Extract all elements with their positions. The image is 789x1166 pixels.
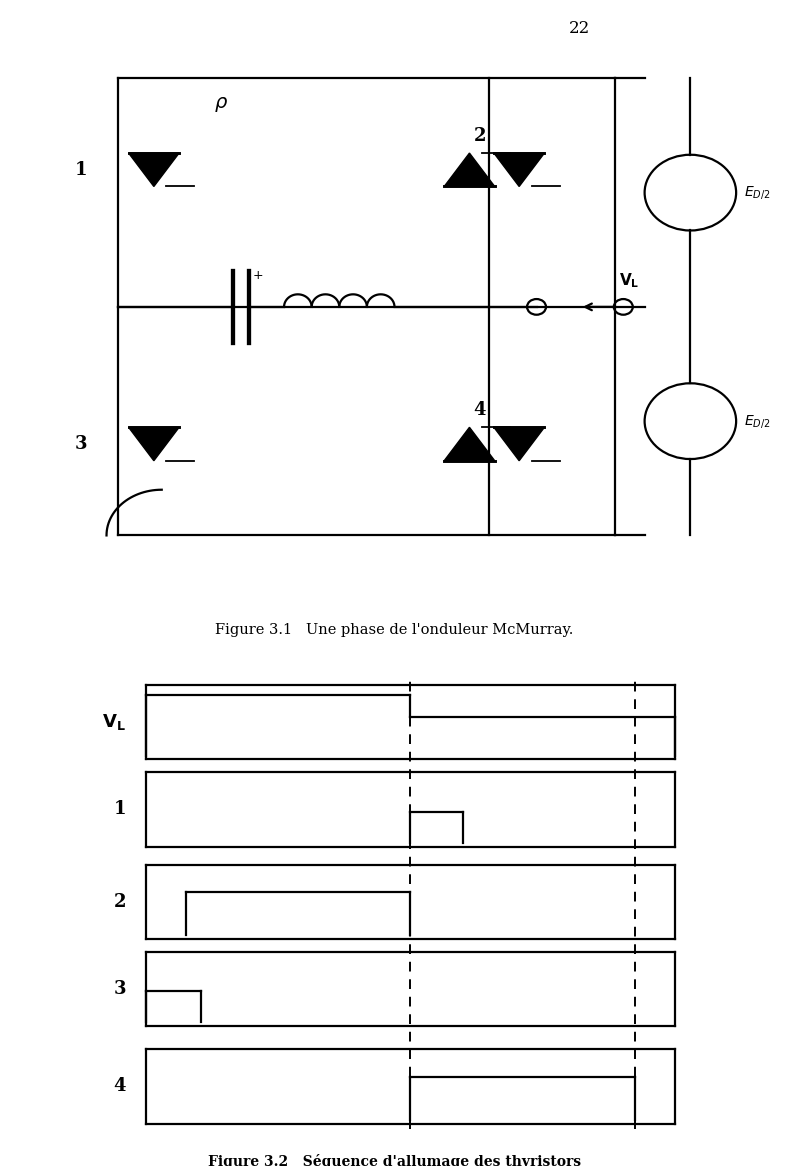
Polygon shape: [444, 153, 495, 187]
Text: $E_{D/2}$: $E_{D/2}$: [744, 184, 770, 201]
Polygon shape: [494, 153, 544, 187]
Text: 1: 1: [74, 161, 87, 178]
Text: 22: 22: [570, 20, 590, 36]
Text: $\mathbf{V_L}$: $\mathbf{V_L}$: [619, 272, 640, 290]
Text: $\rho$: $\rho$: [214, 94, 228, 114]
Text: $E_{D/2}$: $E_{D/2}$: [744, 413, 770, 429]
Text: 4: 4: [473, 401, 486, 419]
Text: 2: 2: [114, 893, 126, 911]
Polygon shape: [444, 427, 495, 461]
Text: $\mathbf{V_L}$: $\mathbf{V_L}$: [103, 712, 126, 732]
Text: Figure 3.1   Une phase de l'onduleur McMurray.: Figure 3.1 Une phase de l'onduleur McMur…: [215, 623, 574, 637]
Text: 2: 2: [473, 127, 486, 145]
Text: +: +: [252, 268, 263, 282]
Text: 1: 1: [114, 800, 126, 819]
Text: 3: 3: [74, 435, 87, 454]
Polygon shape: [494, 427, 544, 461]
Text: 4: 4: [114, 1077, 126, 1096]
Text: Figure 3.2   Séquence d'allumage des thyristors
de l'onduleur McMurray.: Figure 3.2 Séquence d'allumage des thyri…: [208, 1154, 581, 1166]
Polygon shape: [129, 153, 179, 187]
Text: 3: 3: [114, 979, 126, 998]
Polygon shape: [129, 427, 179, 461]
